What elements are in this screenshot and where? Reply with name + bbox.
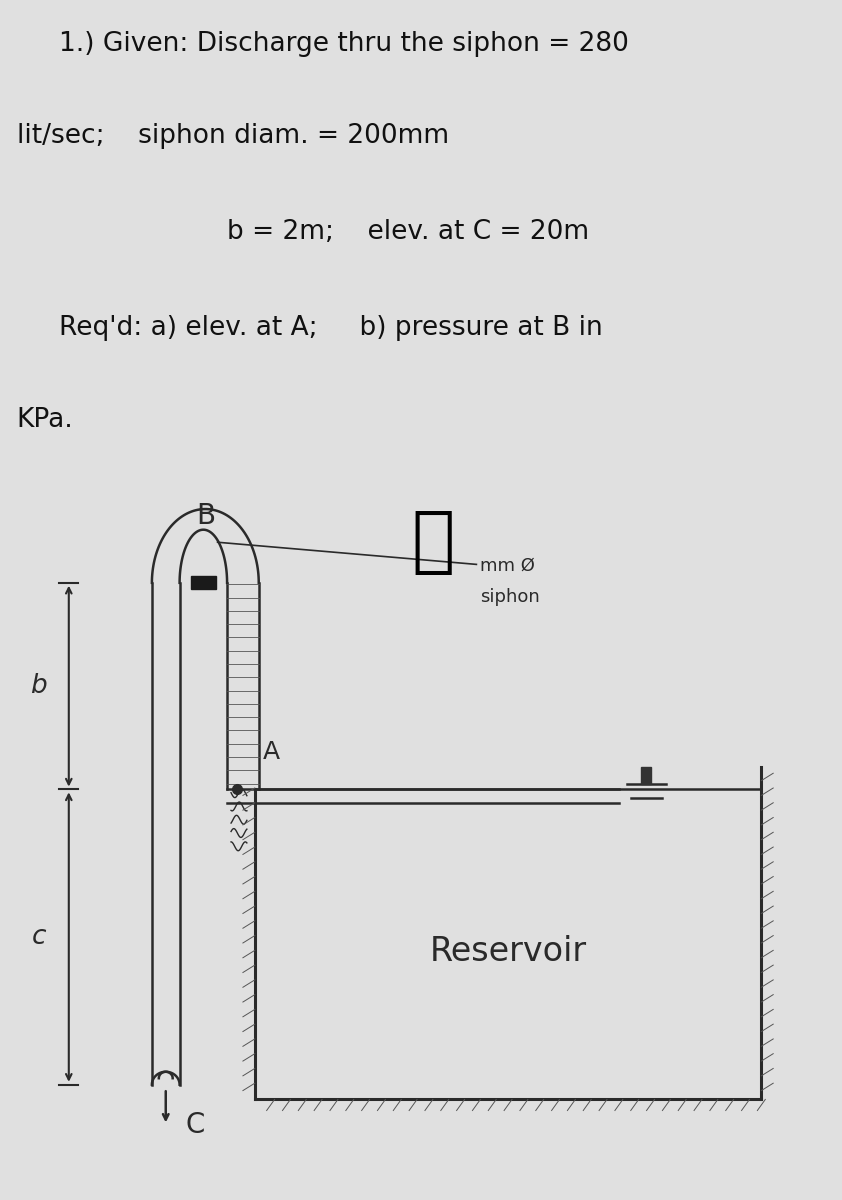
Text: siphon: siphon bbox=[481, 588, 540, 606]
Text: mm Ø: mm Ø bbox=[481, 557, 536, 575]
Text: 1.) Given: Discharge thru the siphon = 280: 1.) Given: Discharge thru the siphon = 2… bbox=[59, 31, 629, 56]
Text: Reservoir: Reservoir bbox=[429, 935, 587, 968]
Text: KPa.: KPa. bbox=[17, 407, 73, 433]
Text: c: c bbox=[32, 924, 46, 950]
Bar bbox=[641, 767, 651, 784]
Text: b: b bbox=[29, 673, 46, 700]
Text: Req'd: a) elev. at A;     b) pressure at B in: Req'd: a) elev. at A; b) pressure at B i… bbox=[59, 316, 603, 341]
Text: b = 2m;    elev. at C = 20m: b = 2m; elev. at C = 20m bbox=[227, 218, 589, 245]
Bar bbox=[190, 576, 216, 589]
Text: lit/sec;    siphon diam. = 200mm: lit/sec; siphon diam. = 200mm bbox=[17, 122, 449, 149]
Text: A: A bbox=[263, 739, 280, 763]
Text: B: B bbox=[195, 502, 215, 529]
Text: 🍎: 🍎 bbox=[411, 508, 455, 577]
Text: C: C bbox=[185, 1111, 205, 1139]
